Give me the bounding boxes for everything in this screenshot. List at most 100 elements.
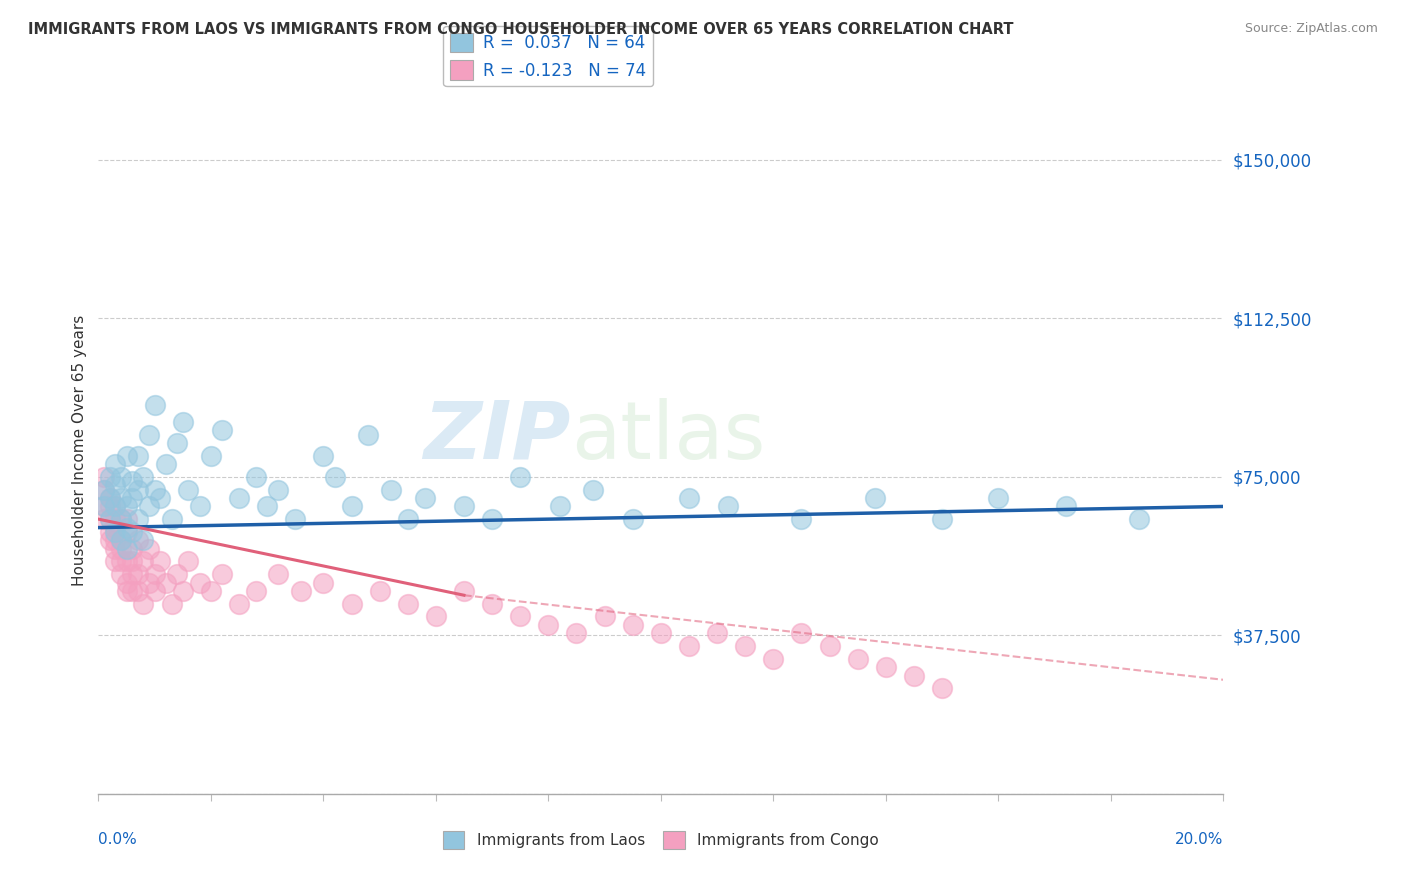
Point [818, 639, 841, 653]
Point [138, 541, 160, 556]
Point [565, 626, 588, 640]
Text: 0.0%: 0.0% [98, 831, 138, 847]
Point [127, 584, 149, 599]
Point [115, 541, 138, 556]
Point [93, 483, 115, 497]
Point [228, 597, 250, 611]
Point [127, 449, 149, 463]
Point [790, 626, 813, 640]
Point [138, 427, 160, 442]
Point [127, 567, 149, 582]
Point [413, 491, 436, 505]
Point [143, 567, 166, 582]
Point [166, 567, 188, 582]
Point [177, 554, 200, 568]
Point [115, 449, 138, 463]
Point [115, 575, 138, 590]
Point [110, 512, 132, 526]
Legend: Immigrants from Laos, Immigrants from Congo: Immigrants from Laos, Immigrants from Co… [437, 825, 884, 855]
Point [143, 483, 166, 497]
Point [1054, 500, 1077, 514]
Point [104, 524, 127, 539]
Point [127, 483, 149, 497]
Point [121, 554, 143, 568]
Point [453, 500, 475, 514]
Point [121, 567, 143, 582]
Point [93, 483, 115, 497]
Point [762, 651, 785, 665]
Point [340, 597, 363, 611]
Point [155, 575, 177, 590]
Point [132, 554, 155, 568]
Point [903, 668, 925, 682]
Point [987, 491, 1010, 505]
Point [509, 470, 531, 484]
Point [98, 491, 121, 505]
Point [110, 470, 132, 484]
Point [104, 554, 127, 568]
Point [121, 474, 143, 488]
Point [290, 584, 312, 599]
Point [245, 470, 267, 484]
Point [110, 554, 132, 568]
Point [110, 533, 132, 548]
Point [734, 639, 756, 653]
Point [621, 617, 644, 632]
Point [121, 541, 143, 556]
Point [380, 483, 402, 497]
Point [368, 584, 391, 599]
Point [593, 609, 616, 624]
Point [93, 500, 115, 514]
Point [582, 483, 605, 497]
Point [104, 533, 127, 548]
Point [537, 617, 560, 632]
Text: atlas: atlas [571, 398, 765, 475]
Point [160, 597, 183, 611]
Point [143, 584, 166, 599]
Point [93, 470, 115, 484]
Point [98, 512, 121, 526]
Point [98, 533, 121, 548]
Point [115, 520, 138, 534]
Point [425, 609, 447, 624]
Point [104, 541, 127, 556]
Point [717, 500, 740, 514]
Text: 20.0%: 20.0% [1175, 831, 1223, 847]
Point [706, 626, 728, 640]
Point [256, 500, 278, 514]
Point [98, 491, 121, 505]
Point [200, 584, 222, 599]
Point [93, 512, 115, 526]
Point [104, 457, 127, 471]
Point [121, 491, 143, 505]
Point [357, 427, 380, 442]
Point [621, 512, 644, 526]
Point [110, 512, 132, 526]
Text: Source: ZipAtlas.com: Source: ZipAtlas.com [1244, 22, 1378, 36]
Point [188, 500, 211, 514]
Point [188, 575, 211, 590]
Point [312, 575, 335, 590]
Point [149, 554, 172, 568]
Point [143, 398, 166, 412]
Point [132, 533, 155, 548]
Point [149, 491, 172, 505]
Point [863, 491, 886, 505]
Point [396, 597, 419, 611]
Point [177, 483, 200, 497]
Point [104, 478, 127, 492]
Point [166, 436, 188, 450]
Point [98, 524, 121, 539]
Point [115, 584, 138, 599]
Point [155, 457, 177, 471]
Point [453, 584, 475, 599]
Point [509, 609, 531, 624]
Point [160, 512, 183, 526]
Point [110, 541, 132, 556]
Text: IMMIGRANTS FROM LAOS VS IMMIGRANTS FROM CONGO HOUSEHOLDER INCOME OVER 65 YEARS C: IMMIGRANTS FROM LAOS VS IMMIGRANTS FROM … [28, 22, 1014, 37]
Point [340, 500, 363, 514]
Point [98, 512, 121, 526]
Point [138, 500, 160, 514]
Point [284, 512, 307, 526]
Point [211, 567, 233, 582]
